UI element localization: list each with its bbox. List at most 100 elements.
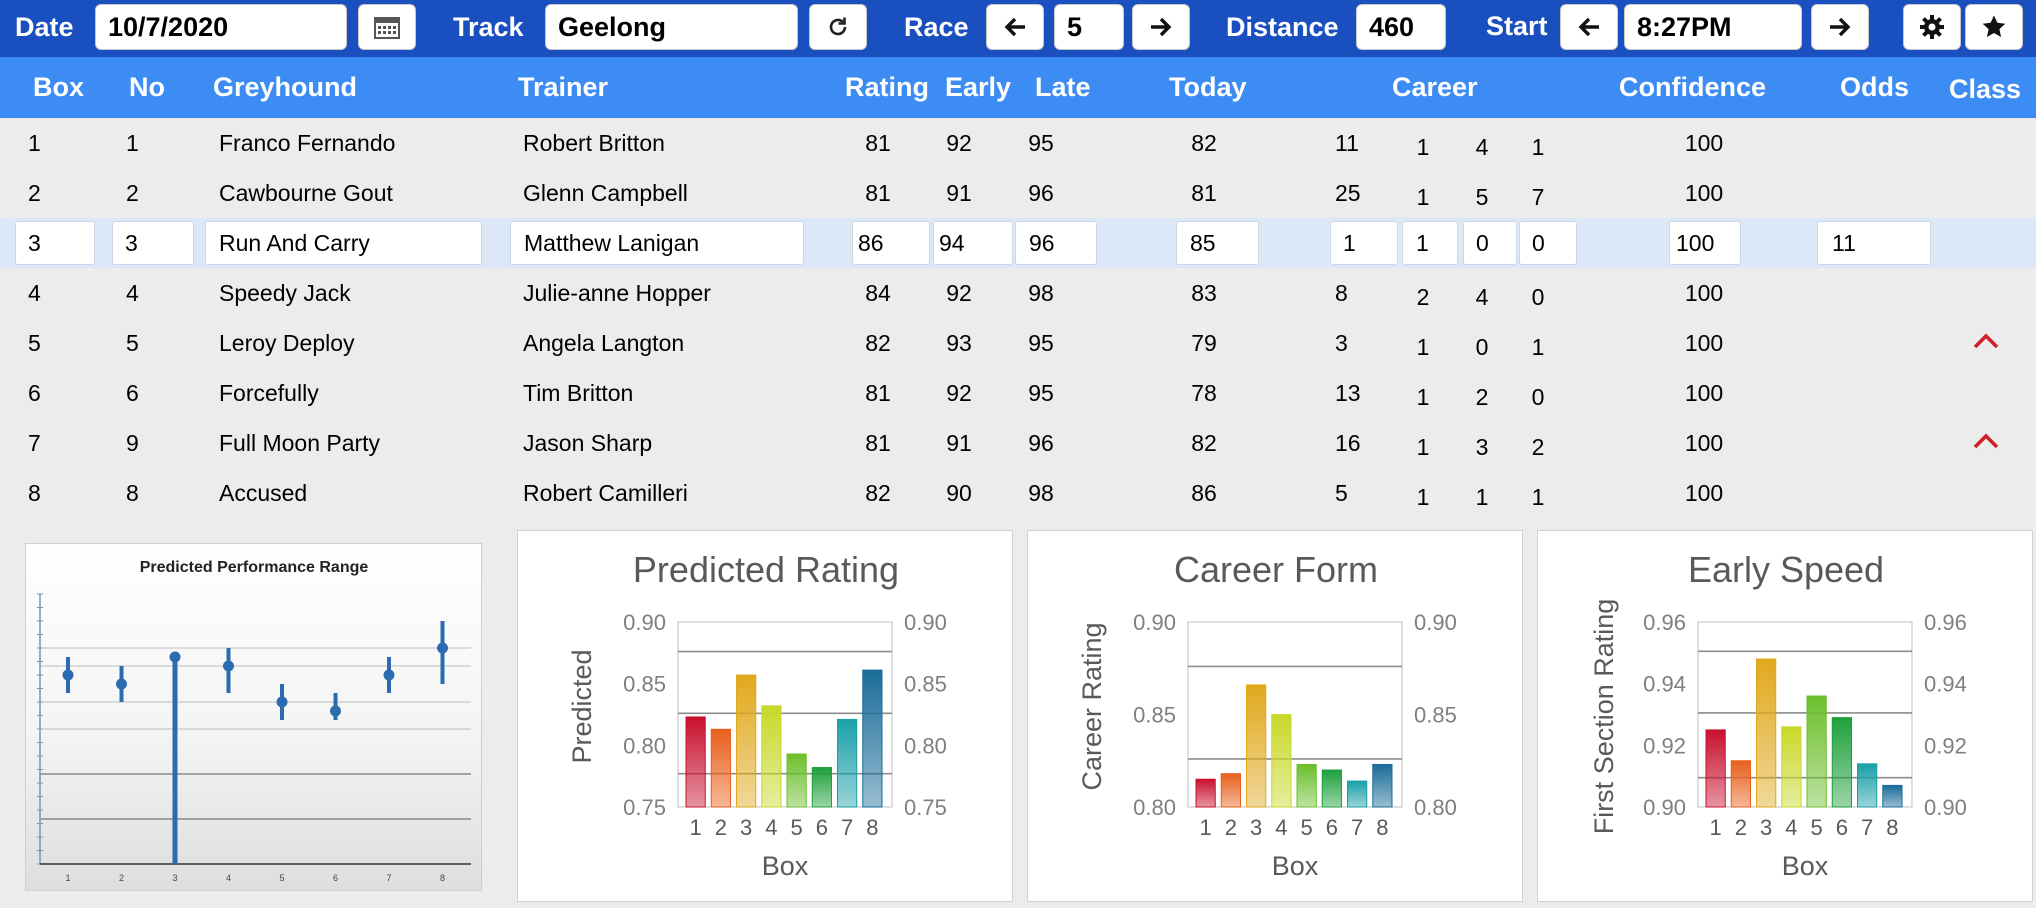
trainer-cell: Julie-anne Hopper	[523, 280, 711, 306]
career-3-cell[interactable]: 0	[1519, 221, 1577, 265]
today-cell: 82	[1191, 430, 1217, 456]
career-2-cell[interactable]: 0	[1463, 221, 1517, 265]
table-row[interactable]: 3 3 Run And Carry Matthew Lanigan 86 94 96 85 1 1…	[0, 218, 2036, 268]
x-tick-label: 6	[1326, 815, 1338, 840]
confidence-cell: 100	[1684, 130, 1724, 156]
settings-button[interactable]	[1903, 4, 1961, 50]
column-header-career[interactable]: Career	[1392, 72, 1478, 102]
range-point	[223, 660, 234, 672]
column-header-trainer[interactable]: Trainer	[518, 72, 609, 102]
today-cell: 83	[1191, 280, 1217, 306]
odds-cell[interactable]: 11	[1817, 221, 1931, 265]
no-cell: 8	[126, 480, 139, 506]
column-header-box[interactable]: Box	[33, 72, 85, 102]
bar	[1831, 717, 1852, 808]
career-3-cell: 2	[1531, 434, 1545, 460]
confidence-cell: 100	[1684, 330, 1724, 356]
x-axis-label: Box	[762, 851, 809, 881]
bar	[1705, 729, 1726, 808]
column-header-greyhound[interactable]: Greyhound	[213, 72, 358, 102]
race-prev-button[interactable]	[986, 4, 1044, 50]
trainer-cell: Glenn Campbell	[523, 180, 688, 206]
today-cell[interactable]: 85	[1176, 221, 1259, 265]
x-tick-label: 7	[841, 815, 853, 840]
start-next-button[interactable]	[1811, 4, 1869, 50]
column-header-late[interactable]: Late	[1035, 72, 1091, 102]
bar	[811, 767, 832, 808]
column-header-early[interactable]: Early	[945, 72, 1012, 102]
column-header-no[interactable]: No	[129, 72, 165, 102]
late-cell[interactable]: 96	[1015, 221, 1097, 265]
distance-label: Distance	[1226, 12, 1339, 42]
no-cell[interactable]: 3	[112, 221, 194, 265]
x-tick-label: 4	[226, 873, 231, 883]
no-cell: 9	[126, 430, 139, 456]
trainer-cell: Tim Britton	[523, 380, 634, 406]
chart-title: Predicted Performance Range	[140, 559, 369, 576]
date-input[interactable]: 10/7/2020	[95, 4, 347, 50]
career-0-cell: 3	[1335, 330, 1348, 356]
greyhound-cell: Franco Fernando	[219, 130, 396, 156]
career-form-chart: Career Form 0.80 0.80 0.85 0.85 0.90 0.90 1 2 3 4 5…	[1077, 549, 1457, 881]
table-row[interactable]: 7 9 Full Moon Party Jason Sharp 81 91 96 82 16 1 3…	[0, 418, 2036, 468]
race-next-button[interactable]	[1132, 4, 1190, 50]
career-1-cell: 1	[1416, 484, 1430, 510]
refresh-button[interactable]	[809, 4, 867, 50]
y-tick-label: 0.85	[1133, 703, 1176, 728]
career-1-cell[interactable]: 1	[1402, 221, 1458, 265]
start-input[interactable]: 8:27PM	[1624, 4, 1802, 50]
range-point	[383, 669, 395, 681]
start-prev-button[interactable]	[1560, 4, 1618, 50]
trainer-cell[interactable]: Matthew Lanigan	[510, 221, 804, 265]
box-cell[interactable]: 3	[15, 221, 95, 265]
today-cell: 81	[1191, 180, 1217, 206]
early-cell[interactable]: 94	[933, 221, 1013, 265]
calendar-button[interactable]	[358, 4, 416, 50]
greyhound-cell[interactable]: Run And Carry	[205, 221, 482, 265]
range-point	[116, 678, 127, 690]
column-header-rating[interactable]: Rating	[845, 72, 929, 102]
table-header: Box No Greyhound Trainer Rating Early La…	[0, 57, 2036, 118]
track-label: Track	[453, 12, 524, 42]
table-row[interactable]: 4 4 Speedy Jack Julie-anne Hopper 84 92 98 83 8 2…	[0, 268, 2036, 318]
column-header-today[interactable]: Today	[1169, 72, 1247, 102]
rating-cell: 82	[865, 330, 891, 356]
confidence-cell[interactable]: 100	[1669, 221, 1741, 265]
today-cell: 78	[1191, 380, 1217, 406]
x-tick-label: 1	[65, 873, 70, 883]
table-row[interactable]: 1 1 Franco Fernando Robert Britton 81 92 95 82 1…	[0, 118, 2036, 168]
plot-area	[1697, 621, 1913, 808]
late-cell: 95	[1028, 130, 1054, 156]
career-2-cell: 0	[1475, 334, 1489, 360]
box-cell: 7	[28, 430, 41, 456]
plot-area	[677, 621, 893, 808]
greyhound-cell: Cawbourne Gout	[219, 180, 393, 206]
career-1-cell: 1	[1416, 134, 1430, 160]
table-row[interactable]: 2 2 Cawbourne Gout Glenn Campbell 81 91 96 81 25…	[0, 168, 2036, 218]
favorite-button[interactable]	[1965, 4, 2023, 50]
bar	[1882, 784, 1903, 808]
race-input[interactable]: 5	[1054, 4, 1124, 50]
y2-tick-label: 0.80	[904, 733, 947, 758]
column-header-odds[interactable]: Odds	[1840, 72, 1910, 102]
column-header-confidence[interactable]: Confidence	[1619, 72, 1767, 102]
track-input[interactable]: Geelong	[545, 4, 798, 50]
column-header-class[interactable]: Class	[1949, 74, 2022, 104]
x-tick-label: 2	[119, 873, 124, 883]
range-point	[330, 705, 341, 717]
late-cell: 96	[1028, 430, 1054, 456]
bar	[685, 716, 706, 808]
rating-cell[interactable]: 86	[852, 221, 930, 265]
career-0-cell[interactable]: 1	[1330, 221, 1398, 265]
x-axis-label: Box	[1272, 851, 1319, 881]
table-row[interactable]: 6 6 Forcefully Tim Britton 81 92 95 78 13 1 2 0 100	[0, 368, 2036, 418]
y-axis-label: First Section Rating	[1589, 599, 1619, 835]
no-cell: 2	[126, 180, 139, 206]
table-row[interactable]: 8 8 Accused Robert Camilleri 82 90 98 86 5 1 1 1 100	[0, 468, 2036, 518]
table-row[interactable]: 5 5 Leroy Deploy Angela Langton 82 93 95 79 3 1 0 1…	[0, 318, 2036, 368]
box-cell: 5	[28, 330, 41, 356]
x-tick-label: 4	[765, 815, 777, 840]
greyhound-cell: Full Moon Party	[219, 430, 381, 456]
y2-tick-label: 0.92	[1924, 733, 1967, 758]
distance-input[interactable]: 460	[1356, 4, 1446, 50]
